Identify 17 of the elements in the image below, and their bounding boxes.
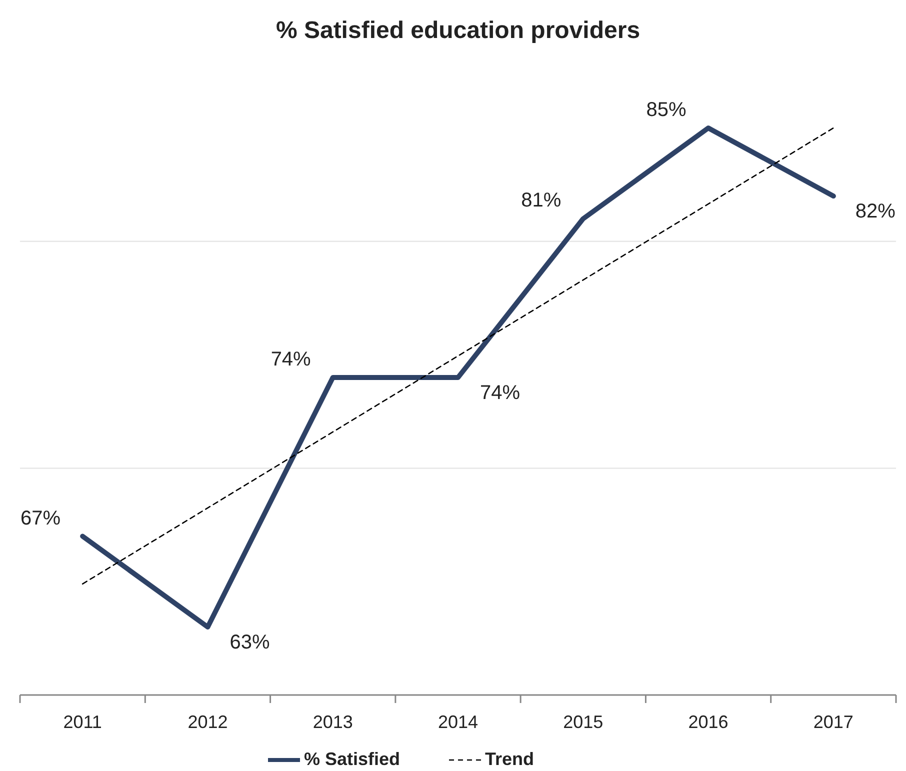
chart-title: % Satisfied education providers <box>276 17 640 44</box>
x-tick-label: 2012 <box>188 712 228 732</box>
legend-label: % Satisfied <box>304 748 400 769</box>
x-tick-label: 2016 <box>688 712 728 732</box>
data-label: 63% <box>230 632 270 654</box>
data-label: 81% <box>521 190 562 212</box>
x-tick-label: 2017 <box>813 712 854 732</box>
data-label: 67% <box>20 507 61 530</box>
x-tick-label: 2015 <box>563 712 604 732</box>
legend-label: Trend <box>485 748 534 769</box>
x-tick-label: 2014 <box>438 712 478 732</box>
x-tick-label: 2013 <box>312 712 353 732</box>
data-label: 74% <box>270 348 312 370</box>
data-label: 82% <box>855 200 896 223</box>
data-label: 85% <box>646 99 686 121</box>
x-tick-label: 2011 <box>63 712 102 732</box>
data-label: 74% <box>480 382 520 404</box>
